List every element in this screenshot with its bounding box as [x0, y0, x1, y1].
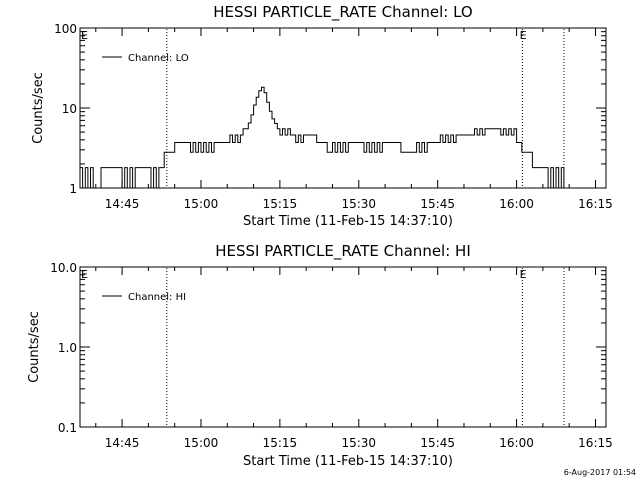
panel-lo: HESSI PARTICLE_RATE Channel: LO 14:45 15:0… — [31, 3, 613, 229]
x-tick-label: 15:15 — [263, 197, 298, 211]
chart-title: HESSI PARTICLE_RATE Channel: HI — [215, 242, 471, 261]
x-tick-label: 15:15 — [263, 436, 298, 450]
event-marker-label: E — [81, 268, 88, 281]
x-tick-label: 14:45 — [105, 436, 140, 450]
plot-frame — [79, 27, 607, 189]
x-tick-label: 15:00 — [184, 436, 219, 450]
series-line — [80, 86, 565, 189]
x-tick-label: 15:45 — [420, 436, 455, 450]
panel-hi: HESSI PARTICLE_RATE Channel: HI 14:45 15:0… — [27, 242, 613, 469]
x-tick-label: 14:45 — [105, 197, 140, 211]
event-marker-label: E — [81, 29, 88, 42]
x-tick-label: 16:00 — [499, 436, 534, 450]
legend-label: Channel: HI — [128, 292, 186, 303]
y-tick-label: 100 — [54, 22, 77, 36]
y-axis-label: Counts/sec — [31, 72, 46, 144]
x-axis-label: Start Time (11-Feb-15 14:37:10) — [243, 454, 453, 469]
y-tick-label: 10 — [62, 102, 77, 116]
x-tick-label: 16:15 — [578, 436, 613, 450]
event-marker-label: E — [520, 29, 527, 42]
chart-title: HESSI PARTICLE_RATE Channel: LO — [213, 3, 472, 22]
y-tick-label: 1 — [69, 182, 77, 196]
x-tick-label: 16:15 — [578, 197, 613, 211]
x-tick-label: 15:30 — [341, 436, 376, 450]
plot-frame — [79, 266, 607, 428]
x-tick-label: 15:30 — [341, 197, 376, 211]
x-tick-label: 16:00 — [499, 197, 534, 211]
x-axis-label: Start Time (11-Feb-15 14:37:10) — [243, 214, 453, 229]
x-tick-label: 15:00 — [184, 197, 219, 211]
event-marker-label: E — [520, 268, 527, 281]
y-axis-label: Counts/sec — [27, 311, 42, 383]
y-tick-label: 1.0 — [58, 341, 77, 355]
y-tick-label: 10.0 — [50, 261, 77, 275]
legend-label: Channel: LO — [128, 53, 189, 64]
y-tick-label: 0.1 — [58, 421, 77, 435]
footer-timestamp: 6-Aug-2017 01:54 — [564, 468, 636, 477]
x-tick-label: 15:45 — [420, 197, 455, 211]
